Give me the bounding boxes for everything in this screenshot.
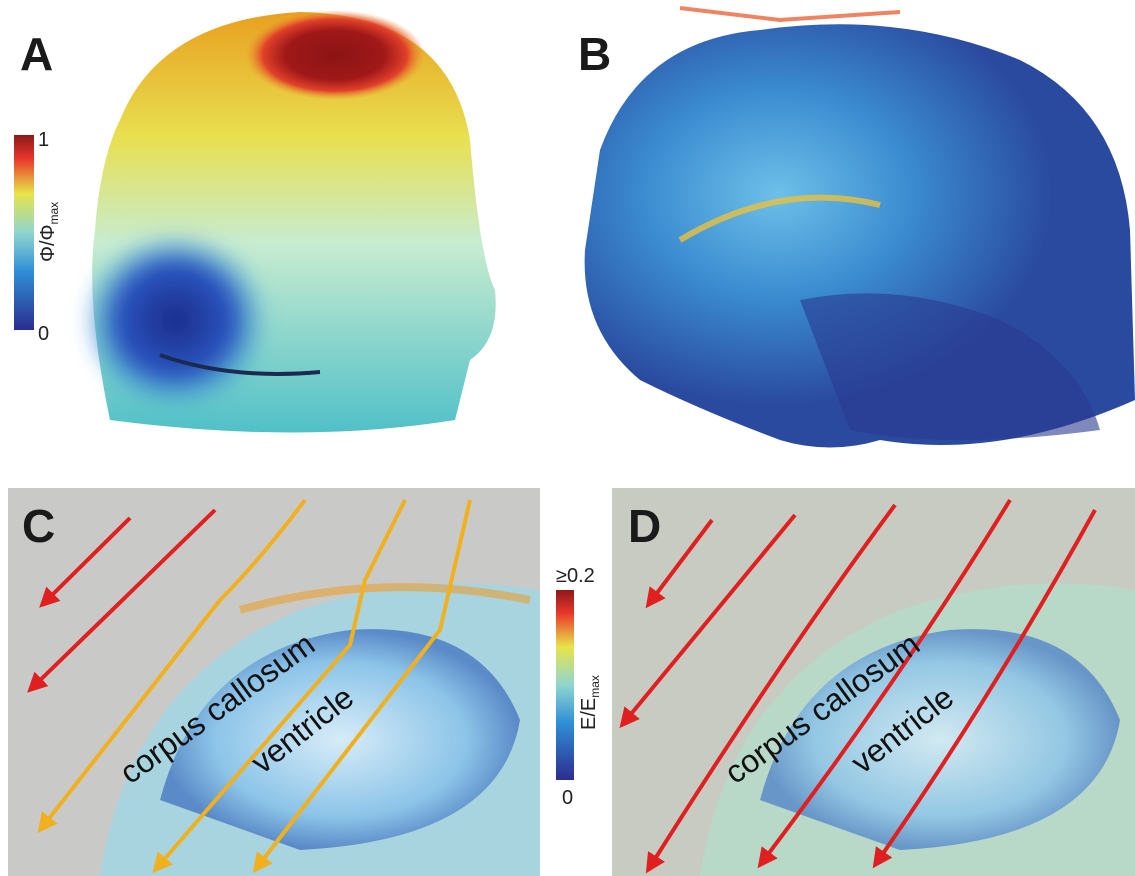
colorbar-max: ≥0.2 bbox=[556, 565, 595, 587]
colorbar-title: E/Emax bbox=[578, 675, 602, 730]
top-hilite bbox=[680, 8, 900, 20]
panel-a: A 1 0 Φ/Φmax bbox=[14, 10, 496, 433]
panel-b: B bbox=[578, 8, 1135, 448]
panel-label: A bbox=[20, 28, 53, 80]
colorbar-max: 1 bbox=[38, 129, 49, 151]
title-sub: max bbox=[588, 675, 602, 698]
colorbar-title: Φ/Φmax bbox=[37, 202, 61, 262]
colorbar-min: 0 bbox=[562, 787, 573, 809]
figure: A 1 0 Φ/Φmax B corpus callosum ventricle… bbox=[0, 0, 1135, 876]
panel-c: corpus callosum ventricle C ≥0.2 0 E/Ema… bbox=[8, 488, 602, 876]
title-main: E/E bbox=[578, 698, 600, 730]
panel-d: corpus callosum ventricle D bbox=[612, 488, 1135, 876]
panel-label: B bbox=[578, 28, 611, 80]
head-max bbox=[245, 10, 425, 100]
panel-label: C bbox=[22, 500, 55, 552]
head-min bbox=[80, 230, 270, 410]
colorbar-min: 0 bbox=[38, 323, 49, 345]
colorbar bbox=[14, 135, 34, 330]
panel-label: D bbox=[628, 500, 661, 552]
title-sub: max bbox=[47, 202, 61, 225]
title-main: Φ/Φ bbox=[37, 225, 59, 262]
colorbar bbox=[556, 590, 574, 780]
